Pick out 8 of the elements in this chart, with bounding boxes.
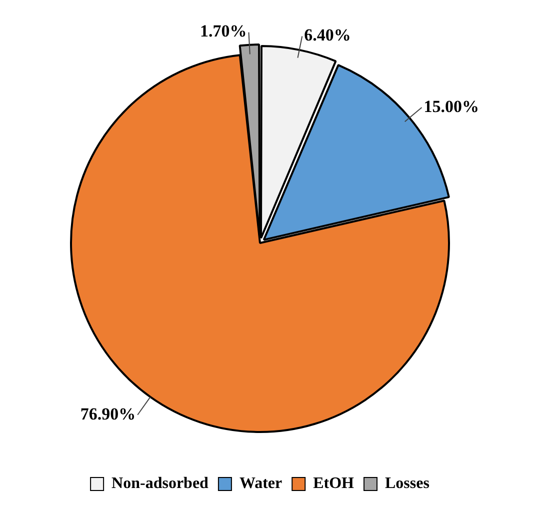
data-label: 1.70% bbox=[200, 22, 247, 41]
legend-label: EtOH bbox=[313, 475, 355, 492]
legend-label: Water bbox=[239, 475, 282, 492]
legend-label: Losses bbox=[384, 475, 430, 492]
legend-label: Non-adsorbed bbox=[112, 475, 209, 492]
data-label: 15.00% bbox=[424, 96, 479, 116]
data-label: 76.90% bbox=[80, 404, 136, 424]
data-label: 6.40% bbox=[304, 26, 351, 45]
